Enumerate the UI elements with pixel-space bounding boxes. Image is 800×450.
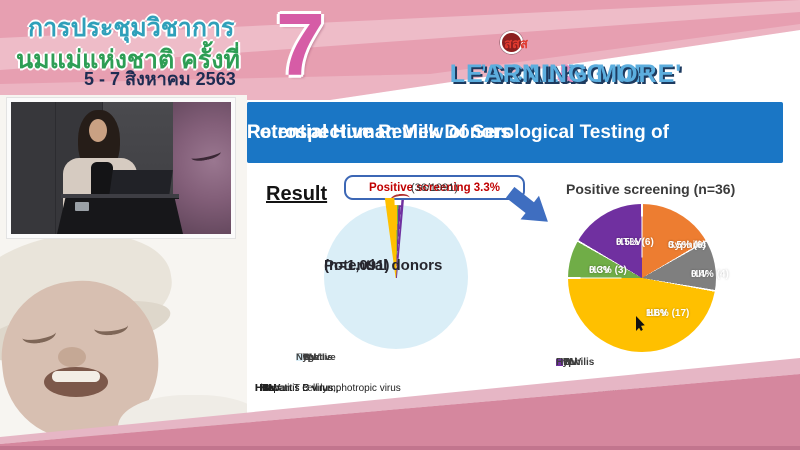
speaker-video-scene [11, 102, 231, 234]
laptop [109, 170, 173, 196]
right-pie-title: Positive screening (n=36) [566, 181, 736, 197]
slogan-close: LEARNING MORE' [449, 60, 683, 88]
projected-baby-image [173, 102, 231, 234]
thai-health-sss-logo: สสส [504, 35, 528, 51]
slogan-ampersand: & [556, 60, 576, 88]
callout-highlight: Positive screening 3.3% [368, 181, 501, 194]
slide-title-banner: Retrospective Review of Serological Test… [247, 102, 783, 163]
podium-top-edge [61, 194, 179, 198]
slide-title-line1: Retrospective Review of Serological Test… [247, 121, 669, 143]
slogan-open: 'SCALING UP [480, 60, 652, 88]
mouse-cursor-icon [636, 316, 645, 331]
speaker-face [89, 119, 107, 142]
baby-teeth [52, 371, 100, 382]
legend-swatch [296, 353, 303, 361]
result-heading: Result [266, 183, 328, 205]
baby-nose [58, 347, 86, 367]
conference-title-line1: การประชุมวิชาการ [28, 14, 235, 42]
podium-label [75, 202, 89, 211]
positive-wedge-htlv [396, 200, 404, 278]
legend-swatch [556, 358, 563, 366]
slide-title-line2: Potential Human Milk Donors [247, 121, 511, 143]
callout-detail: (36/1091) [410, 181, 459, 194]
dark-red-round-emblem-logo [500, 30, 523, 54]
footer-bottom-edge [0, 446, 800, 450]
positive-screening-pie-chart [568, 204, 716, 352]
stage-wall-seam [55, 102, 56, 234]
edition-number: 7 [276, 0, 325, 94]
speaker-video-panel [6, 97, 236, 239]
left-pie-center-line2: (n=1,091) [324, 257, 390, 274]
left-pie-center-line1: Potential donors [324, 257, 443, 274]
conference-title-line2: นมแม่แห่งชาติ ครั้งที่ [16, 46, 240, 74]
sponsor-logos-row: สสส [500, 28, 780, 56]
conference-dates: 5 - 7 สิงหาคม 2563 [84, 69, 236, 89]
positive-screening-callout: Positive screening 3.3% (36/1091) [344, 175, 525, 200]
